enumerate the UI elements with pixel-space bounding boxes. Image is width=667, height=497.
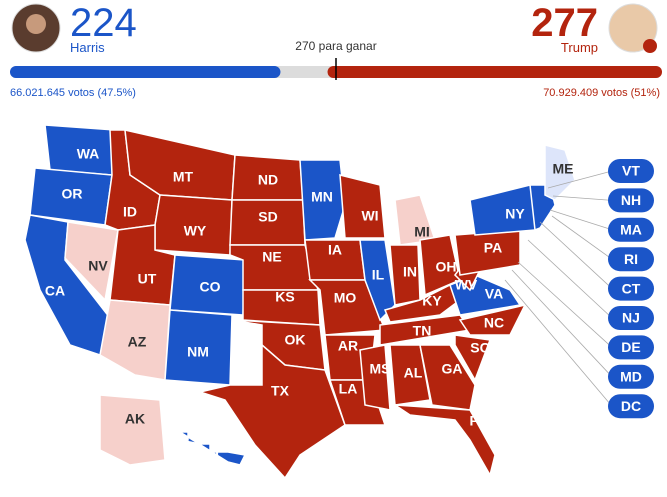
state-label: MT (173, 169, 194, 185)
state-label: WA (77, 146, 100, 162)
state-label: OK (285, 332, 306, 348)
state-label: NV (88, 258, 108, 274)
small-state-pill (608, 188, 654, 213)
state-label: GA (442, 361, 463, 377)
state-label: ME (553, 161, 574, 177)
state-shape (389, 344, 431, 406)
small-state-label: CT (622, 280, 641, 296)
harris-bar (10, 66, 281, 78)
small-state-pill (608, 276, 654, 301)
small-state-label: VT (622, 163, 640, 179)
state-label: UT (138, 271, 157, 287)
state-shape (544, 144, 576, 201)
state-shape (64, 221, 119, 302)
trump-photo (608, 3, 658, 53)
state-label: AL (404, 365, 423, 381)
trump-bar (327, 66, 662, 78)
small-state-pill (608, 394, 654, 419)
state-label: NC (484, 315, 504, 331)
state-label: IL (372, 267, 385, 283)
state-label: NM (187, 344, 209, 360)
state-label: SD (258, 209, 277, 225)
state-shape (99, 394, 166, 466)
threshold-label: 270 para ganar (295, 39, 376, 53)
leader-line (504, 279, 613, 407)
small-state-label: NH (621, 192, 641, 208)
small-state-pill (608, 217, 654, 242)
trump-votes: 277 (531, 1, 598, 45)
leader-line (547, 170, 613, 189)
leader-line (551, 215, 613, 260)
state-shape (458, 303, 527, 336)
leader-line (511, 269, 613, 378)
state-label: WY (184, 223, 207, 239)
state-label: MO (334, 290, 357, 306)
state-label: PA (484, 240, 502, 256)
state-label: ND (258, 172, 278, 188)
state-label: CO (200, 279, 221, 295)
trump-check (643, 39, 657, 53)
state-label: FL (469, 413, 487, 429)
leader-line (549, 209, 613, 231)
state-shape (308, 279, 387, 336)
small-state-pill (608, 335, 654, 360)
state-label: NE (262, 249, 281, 265)
small-state-pill (608, 159, 654, 183)
state-label: WI (361, 208, 378, 224)
small-state-label: DC (621, 398, 641, 414)
state-label: AK (125, 411, 145, 427)
small-state-label: RI (624, 251, 638, 267)
state-shape (299, 159, 346, 241)
harris-popular: 66.021.645 votos (47.5%) (10, 87, 136, 99)
state-label: KY (422, 293, 442, 309)
leader-line (517, 261, 613, 348)
state-shape (454, 334, 492, 382)
state-label: IA (328, 242, 342, 258)
state-label: MN (311, 189, 333, 205)
state-label: MI (414, 224, 430, 240)
state-label: HI (205, 448, 219, 464)
state-shape (99, 299, 171, 381)
state-shape (154, 194, 233, 256)
state-label: NY (505, 206, 525, 222)
state-label: CA (45, 283, 65, 299)
state-shape (177, 431, 247, 466)
trump-name: Trump (561, 40, 598, 55)
state-label: ID (123, 204, 137, 220)
state-label: OR (62, 186, 83, 202)
leader-line (552, 195, 613, 201)
state-label: IN (403, 264, 417, 280)
small-state-pill (608, 364, 654, 389)
small-state-label: NJ (622, 310, 640, 326)
state-shape (419, 344, 476, 411)
state-label: KS (275, 289, 294, 305)
state-label: LA (339, 381, 358, 397)
small-state-label: MA (620, 222, 642, 238)
leader-line (539, 221, 613, 289)
state-shape (339, 174, 386, 239)
small-state-label: MD (620, 369, 642, 385)
state-shape (392, 404, 496, 477)
state-label: TN (413, 323, 432, 339)
state-label: SC (470, 340, 489, 356)
small-state-label: DE (621, 339, 640, 355)
small-state-pill (608, 247, 654, 272)
state-label: TX (271, 383, 290, 399)
state-label: AZ (128, 334, 147, 350)
state-label: WV (455, 277, 478, 293)
harris-votes: 224 (70, 1, 137, 45)
state-shape (469, 184, 536, 236)
state-label: OH (436, 259, 457, 275)
leader-line (527, 239, 613, 319)
state-shape (197, 343, 346, 480)
trump-popular: 70.929.409 votos (51%) (543, 87, 660, 99)
state-shape (359, 344, 391, 411)
state-label: VA (485, 286, 503, 302)
small-state-pill (608, 306, 654, 330)
harris-face (26, 14, 46, 34)
state-label: AR (338, 338, 358, 354)
state-label: MS (370, 361, 391, 377)
harris-name: Harris (70, 40, 105, 55)
